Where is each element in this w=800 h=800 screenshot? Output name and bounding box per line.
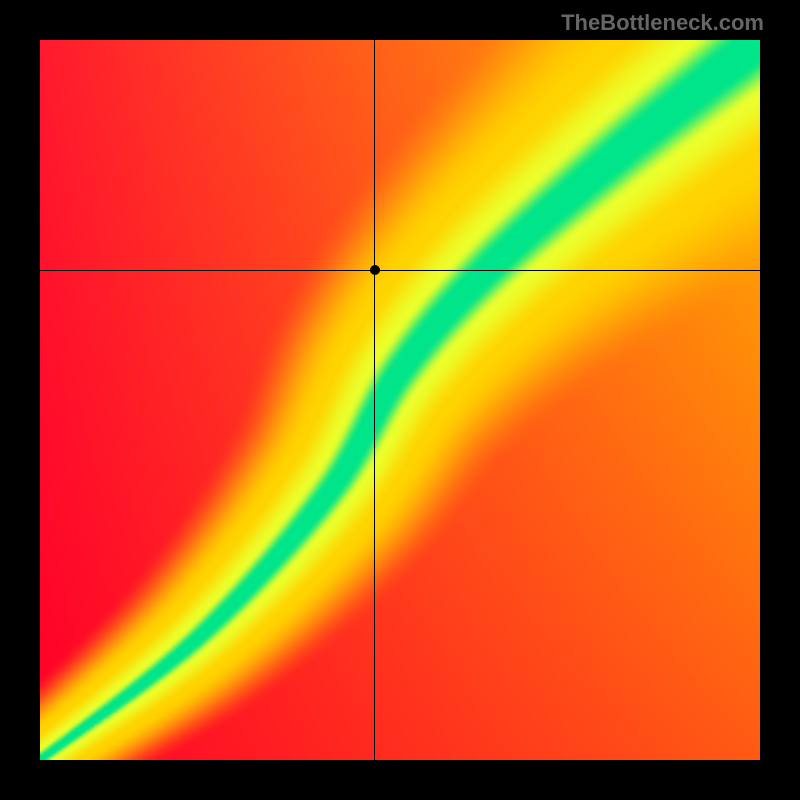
crosshair-marker xyxy=(370,265,380,275)
crosshair-horizontal xyxy=(40,270,760,271)
bottleneck-heatmap xyxy=(40,40,760,760)
crosshair-vertical xyxy=(374,40,375,760)
watermark-text: TheBottleneck.com xyxy=(561,10,764,36)
